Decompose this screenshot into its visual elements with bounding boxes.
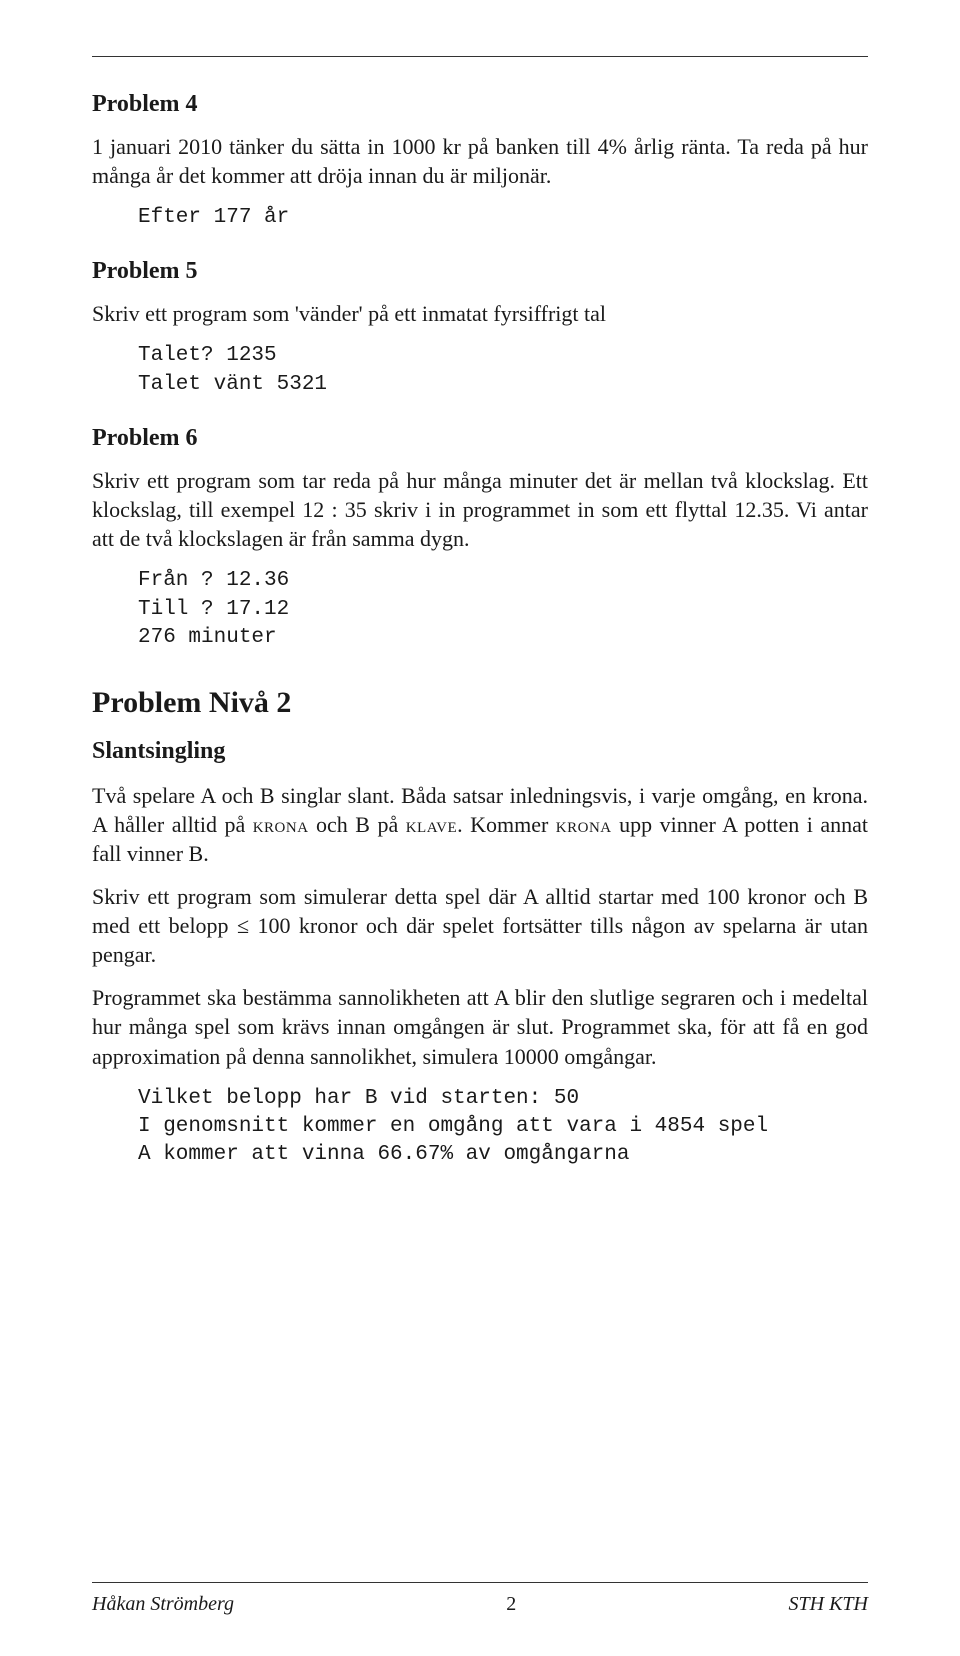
level2-code: Vilket belopp har B vid starten: 50 I ge… bbox=[138, 1085, 868, 1170]
level2-para3: Programmet ska bestämma sannolikheten at… bbox=[92, 983, 868, 1070]
problem4-answer: Efter 177 år bbox=[138, 204, 868, 232]
problem6-code: Från ? 12.36 Till ? 17.12 276 minuter bbox=[138, 567, 868, 652]
level2-heading: Problem Nivå 2 bbox=[92, 686, 868, 720]
level2-para1: Två spelare A och B singlar slant. Båda … bbox=[92, 781, 868, 868]
level2-p1c: . Kommer bbox=[457, 812, 556, 837]
level2-krona2: krona bbox=[556, 812, 612, 837]
page: Problem 4 1 januari 2010 tänker du sätta… bbox=[0, 0, 960, 1656]
content-area: Problem 4 1 januari 2010 tänker du sätta… bbox=[92, 56, 868, 1582]
level2-subheading: Slantsingling bbox=[92, 738, 868, 765]
level2-para2: Skriv ett program som simulerar detta sp… bbox=[92, 882, 868, 969]
problem4-text: 1 januari 2010 tänker du sätta in 1000 k… bbox=[92, 132, 868, 190]
level2-p1b: och B på bbox=[309, 812, 406, 837]
footer-right: STH KTH bbox=[789, 1593, 868, 1616]
level2-krona1: krona bbox=[253, 812, 309, 837]
problem5-text: Skriv ett program som 'vänder' på ett in… bbox=[92, 299, 868, 328]
problem6-text: Skriv ett program som tar reda på hur må… bbox=[92, 466, 868, 553]
level2-klave: klave bbox=[406, 812, 457, 837]
problem6-heading: Problem 6 bbox=[92, 425, 868, 452]
footer-page-number: 2 bbox=[506, 1593, 516, 1616]
problem5-code: Talet? 1235 Talet vänt 5321 bbox=[138, 342, 868, 399]
problem4-heading: Problem 4 bbox=[92, 91, 868, 118]
problem5-heading: Problem 5 bbox=[92, 258, 868, 285]
page-footer: Håkan Strömberg 2 STH KTH bbox=[92, 1582, 868, 1616]
top-rule bbox=[92, 56, 868, 57]
footer-left: Håkan Strömberg bbox=[92, 1593, 234, 1616]
